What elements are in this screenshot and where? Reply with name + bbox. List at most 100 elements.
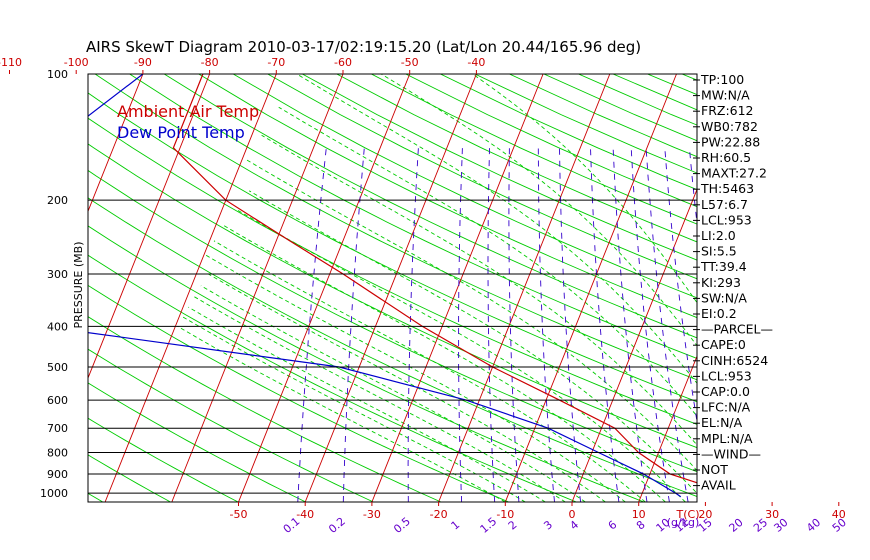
moist-adiabat bbox=[188, 306, 546, 502]
dry-adiabat bbox=[94, 74, 697, 381]
legend: Ambient Air Temp Dew Point Temp bbox=[117, 102, 259, 142]
info-panel: TP:100MW:N/AFRZ:612WB0:782PW:22.88RH:60.… bbox=[693, 72, 773, 493]
dry-adiabat bbox=[371, 74, 697, 225]
isotherm bbox=[438, 74, 611, 502]
isotherm bbox=[504, 74, 677, 502]
pressure-tick-label: 800 bbox=[47, 447, 68, 460]
info-panel-item: AVAIL bbox=[701, 478, 736, 493]
dry-adiabat bbox=[88, 284, 509, 502]
dry-adiabat bbox=[786, 74, 870, 502]
dry-adiabat bbox=[267, 74, 697, 280]
bottom-temp-tick-label: 30 bbox=[765, 508, 779, 521]
pressure-tick-label: 100 bbox=[47, 68, 68, 81]
bottom-temp-tick-label: -10 bbox=[496, 508, 514, 521]
moist-adiabat bbox=[177, 325, 506, 502]
moist-adiabat bbox=[194, 296, 566, 502]
dry-adiabat bbox=[88, 143, 697, 449]
mixing-ratio-label: 0.2 bbox=[326, 515, 348, 536]
mixing-ratio-line bbox=[487, 147, 496, 502]
isotherm bbox=[0, 74, 76, 502]
pressure-tick-label: 900 bbox=[47, 468, 68, 481]
dry-adiabat bbox=[88, 316, 442, 502]
bottom-temp-tick-label: -20 bbox=[430, 508, 448, 521]
mixing-ratio-label: 20 bbox=[727, 516, 746, 535]
chart-title: AIRS SkewT Diagram 2010-03-17/02:19:15.2… bbox=[86, 38, 641, 56]
pressure-tick-label: 200 bbox=[47, 194, 68, 207]
top-temp-tick-label: -100 bbox=[64, 56, 89, 69]
pressure-tick-label: 400 bbox=[47, 320, 68, 333]
top-temp-tick-label: -90 bbox=[134, 56, 152, 69]
dry-adiabat bbox=[855, 74, 870, 502]
bottom-temp-tick-label: 20 bbox=[698, 508, 712, 521]
dry-adiabat bbox=[88, 254, 577, 502]
mixing-ratio-label: 1 bbox=[449, 518, 463, 532]
top-temp-tick-label: -50 bbox=[401, 56, 419, 69]
dry-adiabat bbox=[440, 74, 697, 191]
legend-temp: Ambient Air Temp bbox=[117, 102, 259, 121]
dry-adiabat bbox=[751, 74, 870, 502]
dry-adiabat bbox=[88, 348, 374, 502]
mixing-ratio-line bbox=[537, 147, 555, 502]
dry-adiabat bbox=[232, 74, 697, 299]
temp-unit-label: T(C) bbox=[676, 508, 700, 521]
mixing-ratio-line bbox=[771, 148, 846, 502]
dry-adiabat bbox=[88, 92, 697, 403]
moist-adiabat bbox=[205, 254, 626, 502]
mixing-ratio-label: 2 bbox=[506, 518, 520, 532]
info-panel-item: SW:N/A bbox=[701, 290, 747, 305]
bottom-temp-tick-label: 40 bbox=[832, 508, 846, 521]
pressure-tick-label: 600 bbox=[47, 394, 68, 407]
top-temp-tick-label: -40 bbox=[467, 56, 485, 69]
dry-adiabat bbox=[163, 74, 697, 339]
info-panel-item: LCL:953 bbox=[701, 368, 752, 383]
mixing-ratio-line bbox=[407, 147, 419, 502]
mixing-ratio-line bbox=[590, 147, 620, 502]
dry-adiabat bbox=[88, 225, 645, 502]
info-panel-item: —PARCEL— bbox=[701, 322, 773, 337]
sounding-curves bbox=[88, 74, 697, 498]
mixing-ratio-unit: (g/kg) bbox=[667, 516, 700, 529]
mixing-ratio-label: 3 bbox=[541, 518, 555, 532]
legend-dew: Dew Point Temp bbox=[117, 123, 245, 142]
bottom-temp-tick-label: 0 bbox=[569, 508, 576, 521]
dry-adiabat bbox=[820, 74, 870, 502]
isotherm bbox=[638, 355, 697, 502]
top-temp-tick-label: -70 bbox=[267, 56, 285, 69]
isotherm bbox=[88, 74, 211, 380]
isotherm bbox=[88, 74, 144, 213]
mixing-ratio-label: 4 bbox=[568, 518, 582, 532]
info-panel-item: RH:60.5 bbox=[701, 150, 751, 165]
pressure-tick-label: 500 bbox=[47, 361, 68, 374]
pressure-tick-label: 700 bbox=[47, 422, 68, 435]
info-panel-item: EI:0.2 bbox=[701, 306, 737, 321]
top-temp-tick-label: -60 bbox=[334, 56, 352, 69]
info-panel-item: EL:N/A bbox=[701, 415, 743, 430]
moist-adiabat bbox=[223, 225, 666, 502]
info-panel-item: MW:N/A bbox=[701, 88, 750, 103]
info-panel-item: MAXT:27.2 bbox=[701, 166, 767, 181]
isotherm bbox=[839, 74, 870, 502]
info-panel-item: LFC:N/A bbox=[701, 400, 751, 415]
moist-adiabat bbox=[208, 273, 606, 502]
info-panel-item: —WIND— bbox=[701, 446, 761, 461]
info-panel-item: LCL:953 bbox=[701, 212, 752, 227]
top-temp-tick-label: -110 bbox=[0, 56, 22, 69]
isotherm bbox=[0, 74, 10, 502]
moist-adiabat bbox=[200, 285, 586, 502]
info-panel-item: NOT bbox=[701, 462, 728, 477]
isotherm bbox=[371, 74, 544, 502]
isotherm bbox=[304, 74, 477, 502]
info-panel-item: CAP:0.0 bbox=[701, 384, 750, 399]
info-panel-item: TH:5463 bbox=[700, 181, 754, 196]
bottom-temp-tick-label: -40 bbox=[296, 508, 314, 521]
top-temp-tick-label: -80 bbox=[201, 56, 219, 69]
mixing-ratio-label: 40 bbox=[804, 516, 823, 535]
mixing-ratio-line bbox=[297, 147, 327, 502]
mixing-ratio-label: 0.5 bbox=[391, 515, 413, 536]
info-panel-item: SI:5.5 bbox=[701, 244, 737, 259]
dry-adiabat bbox=[198, 74, 697, 319]
info-panel-item: TT:39.4 bbox=[700, 259, 747, 274]
dry-adiabat bbox=[129, 74, 697, 359]
dry-adiabat bbox=[88, 417, 239, 502]
